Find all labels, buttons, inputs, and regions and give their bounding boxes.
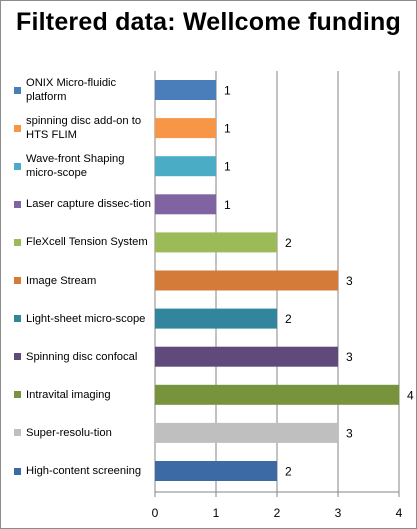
data-label: 3 [346,274,353,288]
bar [155,232,277,253]
legend-item: spinning disc add-on to HTS FLIM [14,114,154,142]
legend-swatch [14,391,21,399]
x-tick-label: 0 [152,506,159,520]
legend-swatch [14,467,21,475]
legend-swatch [14,429,21,437]
legend-label: ONIX Micro-fluidic platform [26,77,117,103]
bar [155,308,277,329]
legend-swatch [14,124,21,132]
legend-item: Light-sheet micro-scope [14,305,154,333]
x-tick-label: 1 [213,506,220,520]
legend-item: Intravital imaging [14,381,154,409]
bar [155,384,399,405]
x-tick-label: 2 [274,506,281,520]
legend-label: Wave-front Shaping micro-scope [26,153,125,180]
data-label: 3 [346,350,353,364]
legend-swatch [14,238,21,246]
bar [155,118,216,139]
legend-swatch [14,277,21,284]
chart-title: Filtered data: Wellcome funding [16,8,401,36]
data-label: 2 [285,236,292,250]
legend-item: Spinning disc confocal [14,343,154,371]
legend-swatch [14,315,21,323]
legend-label: FleXcell Tension System [26,236,148,249]
x-tick-label: 3 [335,506,342,520]
legend-item: Laser capture dissec-tion [14,190,154,218]
data-label: 4 [407,388,414,402]
legend-item: Super-resolu-tion [14,419,154,447]
bar [155,422,338,443]
legend-label: Spinning disc confocal [26,350,138,363]
legend-label: High-content screening [26,465,142,477]
data-label: 1 [224,122,231,136]
bar [155,80,216,100]
bar [155,346,338,367]
x-tick-label: 4 [396,506,403,520]
legend-label: Intravital imaging [26,388,111,401]
legend-swatch [14,86,21,94]
legend-swatch [14,162,21,170]
data-label: 2 [285,465,292,479]
legend-item: Wave-front Shaping micro-scope [14,152,154,180]
legend-swatch [14,200,21,208]
legend-swatch [14,353,21,361]
legend-label: Light-sheet micro-scope [26,312,146,325]
data-label: 1 [224,198,231,212]
bar [155,461,277,481]
legend-item: ONIX Micro-fluidic platform [14,76,154,104]
bar [155,156,216,177]
data-label: 1 [224,84,231,98]
legend-item: Image Stream [14,267,154,295]
legend-item: High-content screening [14,457,154,485]
data-label: 1 [224,160,231,174]
legend-label: Super-resolu-tion [26,426,112,439]
legend-item: FleXcell Tension System [14,228,154,256]
legend-label: spinning disc add-on to HTS FLIM [26,115,142,142]
data-label: 3 [346,426,353,440]
legend-label: Image Stream [26,274,97,287]
bar [155,194,216,215]
legend-label: Laser capture dissec-tion [26,198,151,211]
data-label: 2 [285,312,292,326]
bar [155,270,338,291]
